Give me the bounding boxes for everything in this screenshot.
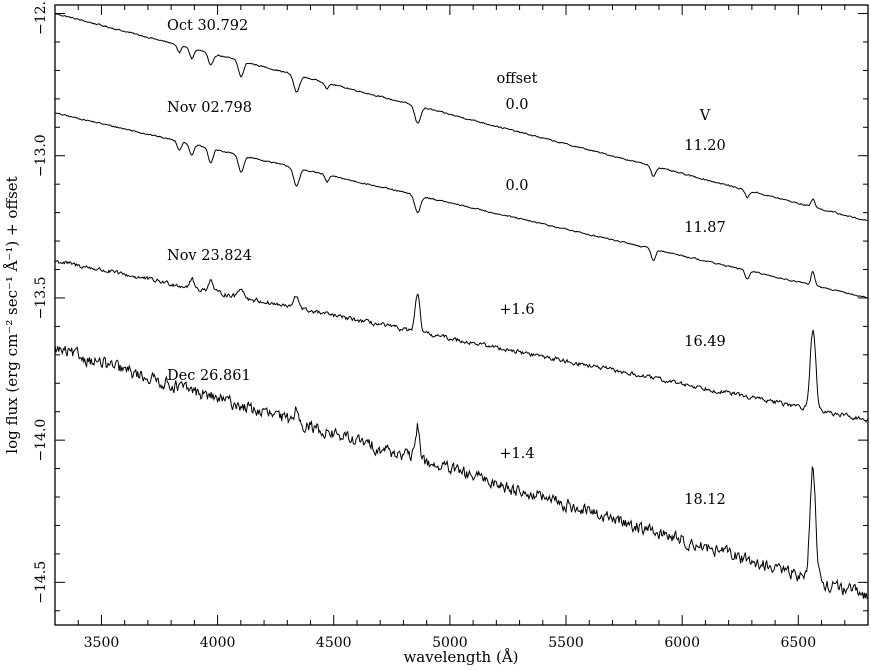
x-tick-label: 4500 (316, 635, 352, 651)
spectrum-line (54, 12, 869, 221)
y-tick-label: −14.0 (33, 419, 49, 462)
y-tick-label: −13.0 (33, 134, 49, 177)
series-offset-label: +1.6 (499, 302, 534, 318)
x-tick-label: 4000 (200, 635, 236, 651)
series-date-label: Nov 02.798 (167, 100, 252, 116)
series-offset-label: 0.0 (505, 178, 528, 194)
spectrum-line (54, 260, 869, 423)
y-tick-label: −12.5 (33, 0, 49, 35)
y-axis-label: log flux (erg cm⁻² sec⁻¹ Å⁻¹) + offset (3, 176, 21, 453)
plot-frame (54, 4, 869, 626)
spectra-series (54, 12, 869, 600)
y-tick-label: −14.5 (33, 561, 49, 604)
series-date-label: Nov 23.824 (167, 248, 252, 264)
series-date-label: Oct 30.792 (167, 18, 248, 34)
series-v-magnitude-label: 16.49 (684, 334, 726, 350)
tick-labels: 3500 4000 4500 5000 5500 6000 6500 −12.5 −13.0 −1… (33, 0, 816, 651)
x-tick-label: 6000 (664, 635, 700, 651)
series-v-magnitude-label: 11.87 (684, 220, 726, 236)
series-v-magnitude-label: 18.12 (684, 492, 726, 508)
spectrum-line (54, 345, 869, 600)
y-tick-label: −13.5 (33, 276, 49, 319)
series-date-label: Dec 26.861 (167, 368, 251, 384)
axis-ticks (54, 5, 869, 625)
series-offset-label: +1.4 (499, 446, 534, 462)
x-tick-label: 3500 (84, 635, 120, 651)
x-tick-label: 5000 (432, 635, 468, 651)
x-tick-label: 6500 (780, 635, 816, 651)
spectrum-line (54, 112, 869, 299)
series-v-magnitude-label: 11.20 (684, 138, 726, 154)
x-axis-label: wavelength (Å) (403, 648, 518, 666)
series-annotations: Oct 30.792 0.0 11.20 Nov 02.798 0.0 11.87 Nov … (167, 18, 726, 508)
v-column-header: V (699, 108, 711, 124)
series-offset-label: 0.0 (505, 97, 528, 113)
x-tick-label: 5500 (548, 635, 584, 651)
offset-column-header: offset (497, 71, 538, 87)
